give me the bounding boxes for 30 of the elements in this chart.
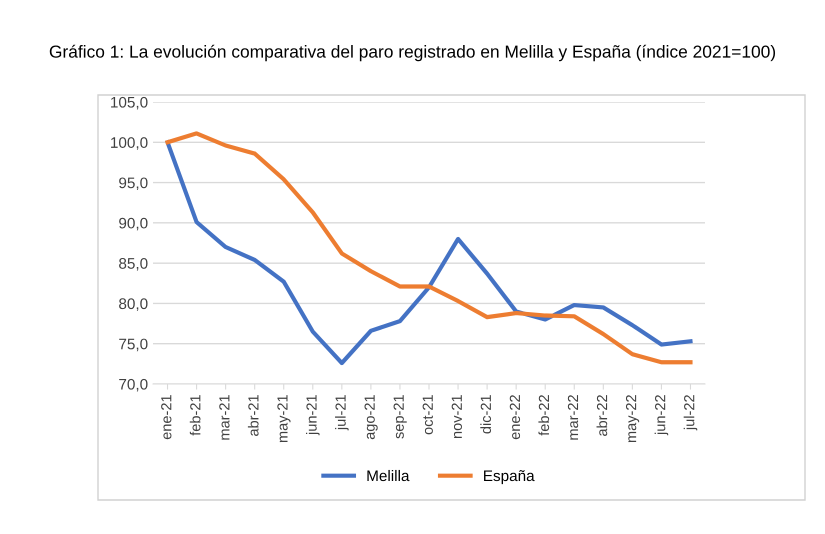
x-tick-label: sep-21 (394, 395, 407, 439)
x-tick-label: jul-22 (684, 395, 698, 430)
y-tick-label: 90,0 (119, 218, 148, 230)
x-tick-label: ene-22 (510, 395, 520, 440)
y-tick-label: 70,0 (119, 378, 148, 392)
x-tick-label: ene-21 (161, 395, 172, 440)
legend-label: España (484, 470, 535, 484)
chart-title: Gráfico 1: La evolución comparativa del paro registrado en Melilla y España (índice 2021=100) (50, 44, 776, 62)
x-tick-label: abr-21 (248, 395, 259, 436)
x-tick-label: nov-21 (452, 395, 462, 438)
x-tick-label: dic-21 (480, 395, 492, 434)
y-tick-label: 100,0 (111, 137, 148, 150)
x-tick-label: may-22 (626, 395, 640, 442)
y-tick-label: 75,0 (119, 338, 148, 352)
x-tick-label: may-21 (277, 395, 291, 442)
x-tick-label: feb-21 (190, 395, 200, 436)
x-tick-label: oct-21 (422, 395, 433, 434)
legend-label: Melilla (367, 470, 410, 482)
x-tick-label: mar-22 (568, 395, 578, 440)
x-tick-label: jul-21 (335, 395, 349, 430)
y-tick-label: 105,0 (111, 96, 148, 110)
x-tick-label: ago-21 (364, 395, 378, 440)
y-tick-label: 80,0 (119, 298, 148, 311)
x-tick-label: abr-22 (596, 395, 608, 436)
x-tick-label: jun-21 (306, 395, 320, 436)
y-tick-label: 85,0 (119, 258, 148, 271)
y-tick-label: 95,0 (119, 177, 148, 190)
x-tick-label: jun-22 (654, 395, 668, 436)
x-tick-label: mar-21 (219, 395, 230, 440)
x-tick-label: feb-22 (538, 395, 550, 436)
